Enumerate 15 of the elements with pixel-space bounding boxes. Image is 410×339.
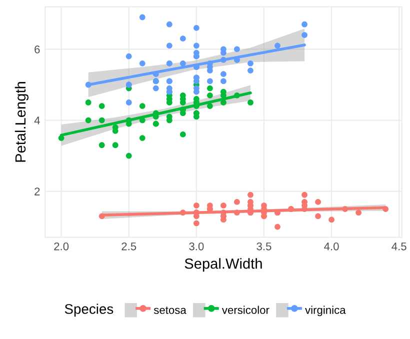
x-tick-label: 4.5 bbox=[392, 242, 406, 250]
y-tick-label: 4 bbox=[34, 116, 40, 124]
y-tick-label: 2 bbox=[34, 188, 40, 196]
x-axis-title: Sepal.Width bbox=[184, 258, 262, 272]
legend-label: versicolor bbox=[222, 306, 270, 314]
legend-label: setosa bbox=[154, 306, 186, 314]
x-tick-label: 2.0 bbox=[54, 242, 69, 250]
y-tick-label: 6 bbox=[34, 45, 40, 54]
legend-title: Species bbox=[64, 304, 114, 317]
x-tick-label: 3.0 bbox=[189, 242, 204, 250]
x-tick-label: 4.0 bbox=[324, 242, 339, 250]
x-tick-label: 3.5 bbox=[256, 242, 272, 250]
legend-label: virginica bbox=[305, 306, 346, 316]
x-tick-label: 2.5 bbox=[122, 242, 136, 250]
y-axis-title: Petal.Length bbox=[14, 82, 29, 162]
